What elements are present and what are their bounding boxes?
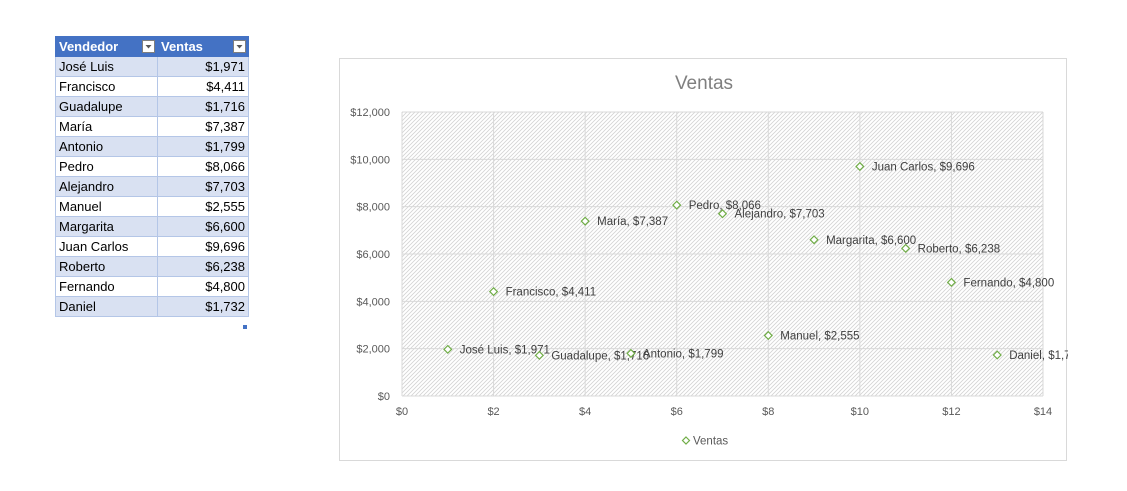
column-header-label: Ventas (161, 39, 203, 54)
sales-table: Vendedor Ventas José Luis $1,971 Francisc… (55, 36, 249, 317)
cell-ventas[interactable]: $1,799 (157, 136, 249, 157)
cell-vendedor[interactable]: Guadalupe (55, 96, 158, 117)
x-tick-label: $8 (762, 406, 774, 418)
gridlines (401, 111, 1044, 397)
scatter-chart[interactable]: Ventas $0 $2,000 $4,000 $6,000 $8,000 $10,000… (339, 58, 1068, 461)
cell-vendedor[interactable]: María (55, 116, 158, 137)
data-label[interactable]: José Luis, $1,971 (460, 344, 550, 356)
y-tick-label: $0 (378, 391, 390, 403)
data-series[interactable]: José Luis, $1,971 Francisco, $4,411 Guadal… (443, 161, 1068, 363)
y-tick-label: $6,000 (356, 249, 390, 261)
data-label[interactable]: Antonio, $1,799 (643, 348, 724, 360)
cell-vendedor[interactable]: Manuel (55, 196, 158, 217)
table-row: Alejandro $7,703 (55, 176, 249, 197)
data-label[interactable]: Roberto, $6,238 (918, 243, 1000, 255)
table-row: Antonio $1,799 (55, 136, 249, 157)
cell-vendedor[interactable]: Fernando (55, 276, 158, 297)
data-label[interactable]: María, $7,387 (597, 216, 668, 228)
table-row: Daniel $1,732 (55, 296, 249, 317)
filter-dropdown-icon[interactable] (233, 40, 246, 53)
data-point[interactable] (717, 209, 728, 219)
table-resize-handle[interactable] (243, 325, 247, 329)
data-point[interactable] (855, 161, 865, 172)
x-tick-label: $6 (671, 406, 683, 418)
column-header-label: Vendedor (59, 39, 119, 54)
cell-vendedor[interactable]: Francisco (55, 76, 158, 97)
x-tick-label: $4 (579, 406, 591, 418)
cell-ventas[interactable]: $6,238 (157, 256, 249, 277)
cell-vendedor[interactable]: José Luis (55, 56, 158, 77)
cell-ventas[interactable]: $7,387 (157, 116, 249, 137)
legend[interactable]: Ventas (681, 436, 729, 448)
data-label[interactable]: Guadalupe, $1,716 (551, 350, 649, 362)
data-point[interactable] (946, 277, 957, 288)
data-point[interactable] (672, 200, 682, 210)
data-point[interactable] (900, 243, 911, 254)
cell-ventas[interactable]: $2,555 (157, 196, 249, 217)
y-tick-label: $4,000 (356, 296, 390, 308)
table-row: Manuel $2,555 (55, 196, 249, 217)
data-point[interactable] (809, 235, 819, 245)
data-label[interactable]: Francisco, $4,411 (506, 287, 597, 299)
table-row: Francisco $4,411 (55, 76, 249, 97)
data-label[interactable]: Alejandro, $7,703 (735, 209, 825, 221)
data-label[interactable]: Fernando, $4,800 (963, 277, 1054, 289)
cell-vendedor[interactable]: Alejandro (55, 176, 158, 197)
cell-vendedor[interactable]: Roberto (55, 256, 158, 277)
chart-canvas: Ventas $0 $2,000 $4,000 $6,000 $8,000 $10,000… (350, 73, 1068, 448)
cell-ventas[interactable]: $4,800 (157, 276, 249, 297)
data-point[interactable] (580, 216, 590, 226)
table-row: Margarita $6,600 (55, 216, 249, 237)
cell-vendedor[interactable]: Juan Carlos (55, 236, 158, 257)
table-row: María $7,387 (55, 116, 249, 137)
y-tick-label: $2,000 (356, 344, 390, 356)
axes: $0 $2,000 $4,000 $6,000 $8,000 $10,000 $12,000… (350, 107, 1052, 418)
cell-ventas[interactable]: $1,716 (157, 96, 249, 117)
cell-vendedor[interactable]: Daniel (55, 296, 158, 317)
column-header-vendedor[interactable]: Vendedor (55, 36, 158, 57)
data-point[interactable] (488, 286, 499, 297)
cell-ventas[interactable]: $6,600 (157, 216, 249, 237)
x-tick-label: $12 (942, 406, 960, 418)
x-tick-label: $10 (851, 406, 869, 418)
data-point[interactable] (534, 350, 545, 361)
cell-ventas[interactable]: $4,411 (157, 76, 249, 97)
data-point[interactable] (626, 348, 636, 359)
legend-label: Ventas (693, 436, 728, 448)
table-row: Juan Carlos $9,696 (55, 236, 249, 257)
cell-ventas[interactable]: $1,732 (157, 296, 249, 317)
data-label[interactable]: Juan Carlos, $9,696 (872, 162, 975, 174)
cell-ventas[interactable]: $9,696 (157, 236, 249, 257)
data-label[interactable]: Pedro, $8,066 (689, 200, 761, 212)
data-point[interactable] (443, 344, 453, 355)
data-label[interactable]: Manuel, $2,555 (780, 331, 859, 343)
y-tick-label: $10,000 (350, 154, 390, 166)
y-tick-label: $12,000 (350, 107, 390, 119)
chart-title[interactable]: Ventas (675, 73, 733, 94)
cell-ventas[interactable]: $7,703 (157, 176, 249, 197)
table-row: José Luis $1,971 (55, 56, 249, 77)
filter-dropdown-icon[interactable] (142, 40, 155, 53)
cell-vendedor[interactable]: Margarita (55, 216, 158, 237)
data-label[interactable]: Margarita, $6,600 (826, 235, 916, 247)
table-header-row: Vendedor Ventas (55, 36, 249, 57)
cell-vendedor[interactable]: Pedro (55, 156, 158, 177)
table-row: Guadalupe $1,716 (55, 96, 249, 117)
data-point[interactable] (763, 330, 773, 341)
x-tick-label: $0 (396, 406, 408, 418)
table-row: Roberto $6,238 (55, 256, 249, 277)
x-tick-label: $2 (487, 406, 499, 418)
y-tick-label: $8,000 (356, 202, 390, 214)
cell-ventas[interactable]: $1,971 (157, 56, 249, 77)
data-point[interactable] (992, 350, 1002, 360)
x-tick-label: $14 (1034, 406, 1052, 418)
column-header-ventas[interactable]: Ventas (157, 36, 249, 57)
table-row: Pedro $8,066 (55, 156, 249, 177)
data-label[interactable]: Daniel, $1,732 (1009, 350, 1068, 362)
cell-ventas[interactable]: $8,066 (157, 156, 249, 177)
cell-vendedor[interactable]: Antonio (55, 136, 158, 157)
legend-marker-icon (681, 436, 691, 445)
table-row: Fernando $4,800 (55, 276, 249, 297)
